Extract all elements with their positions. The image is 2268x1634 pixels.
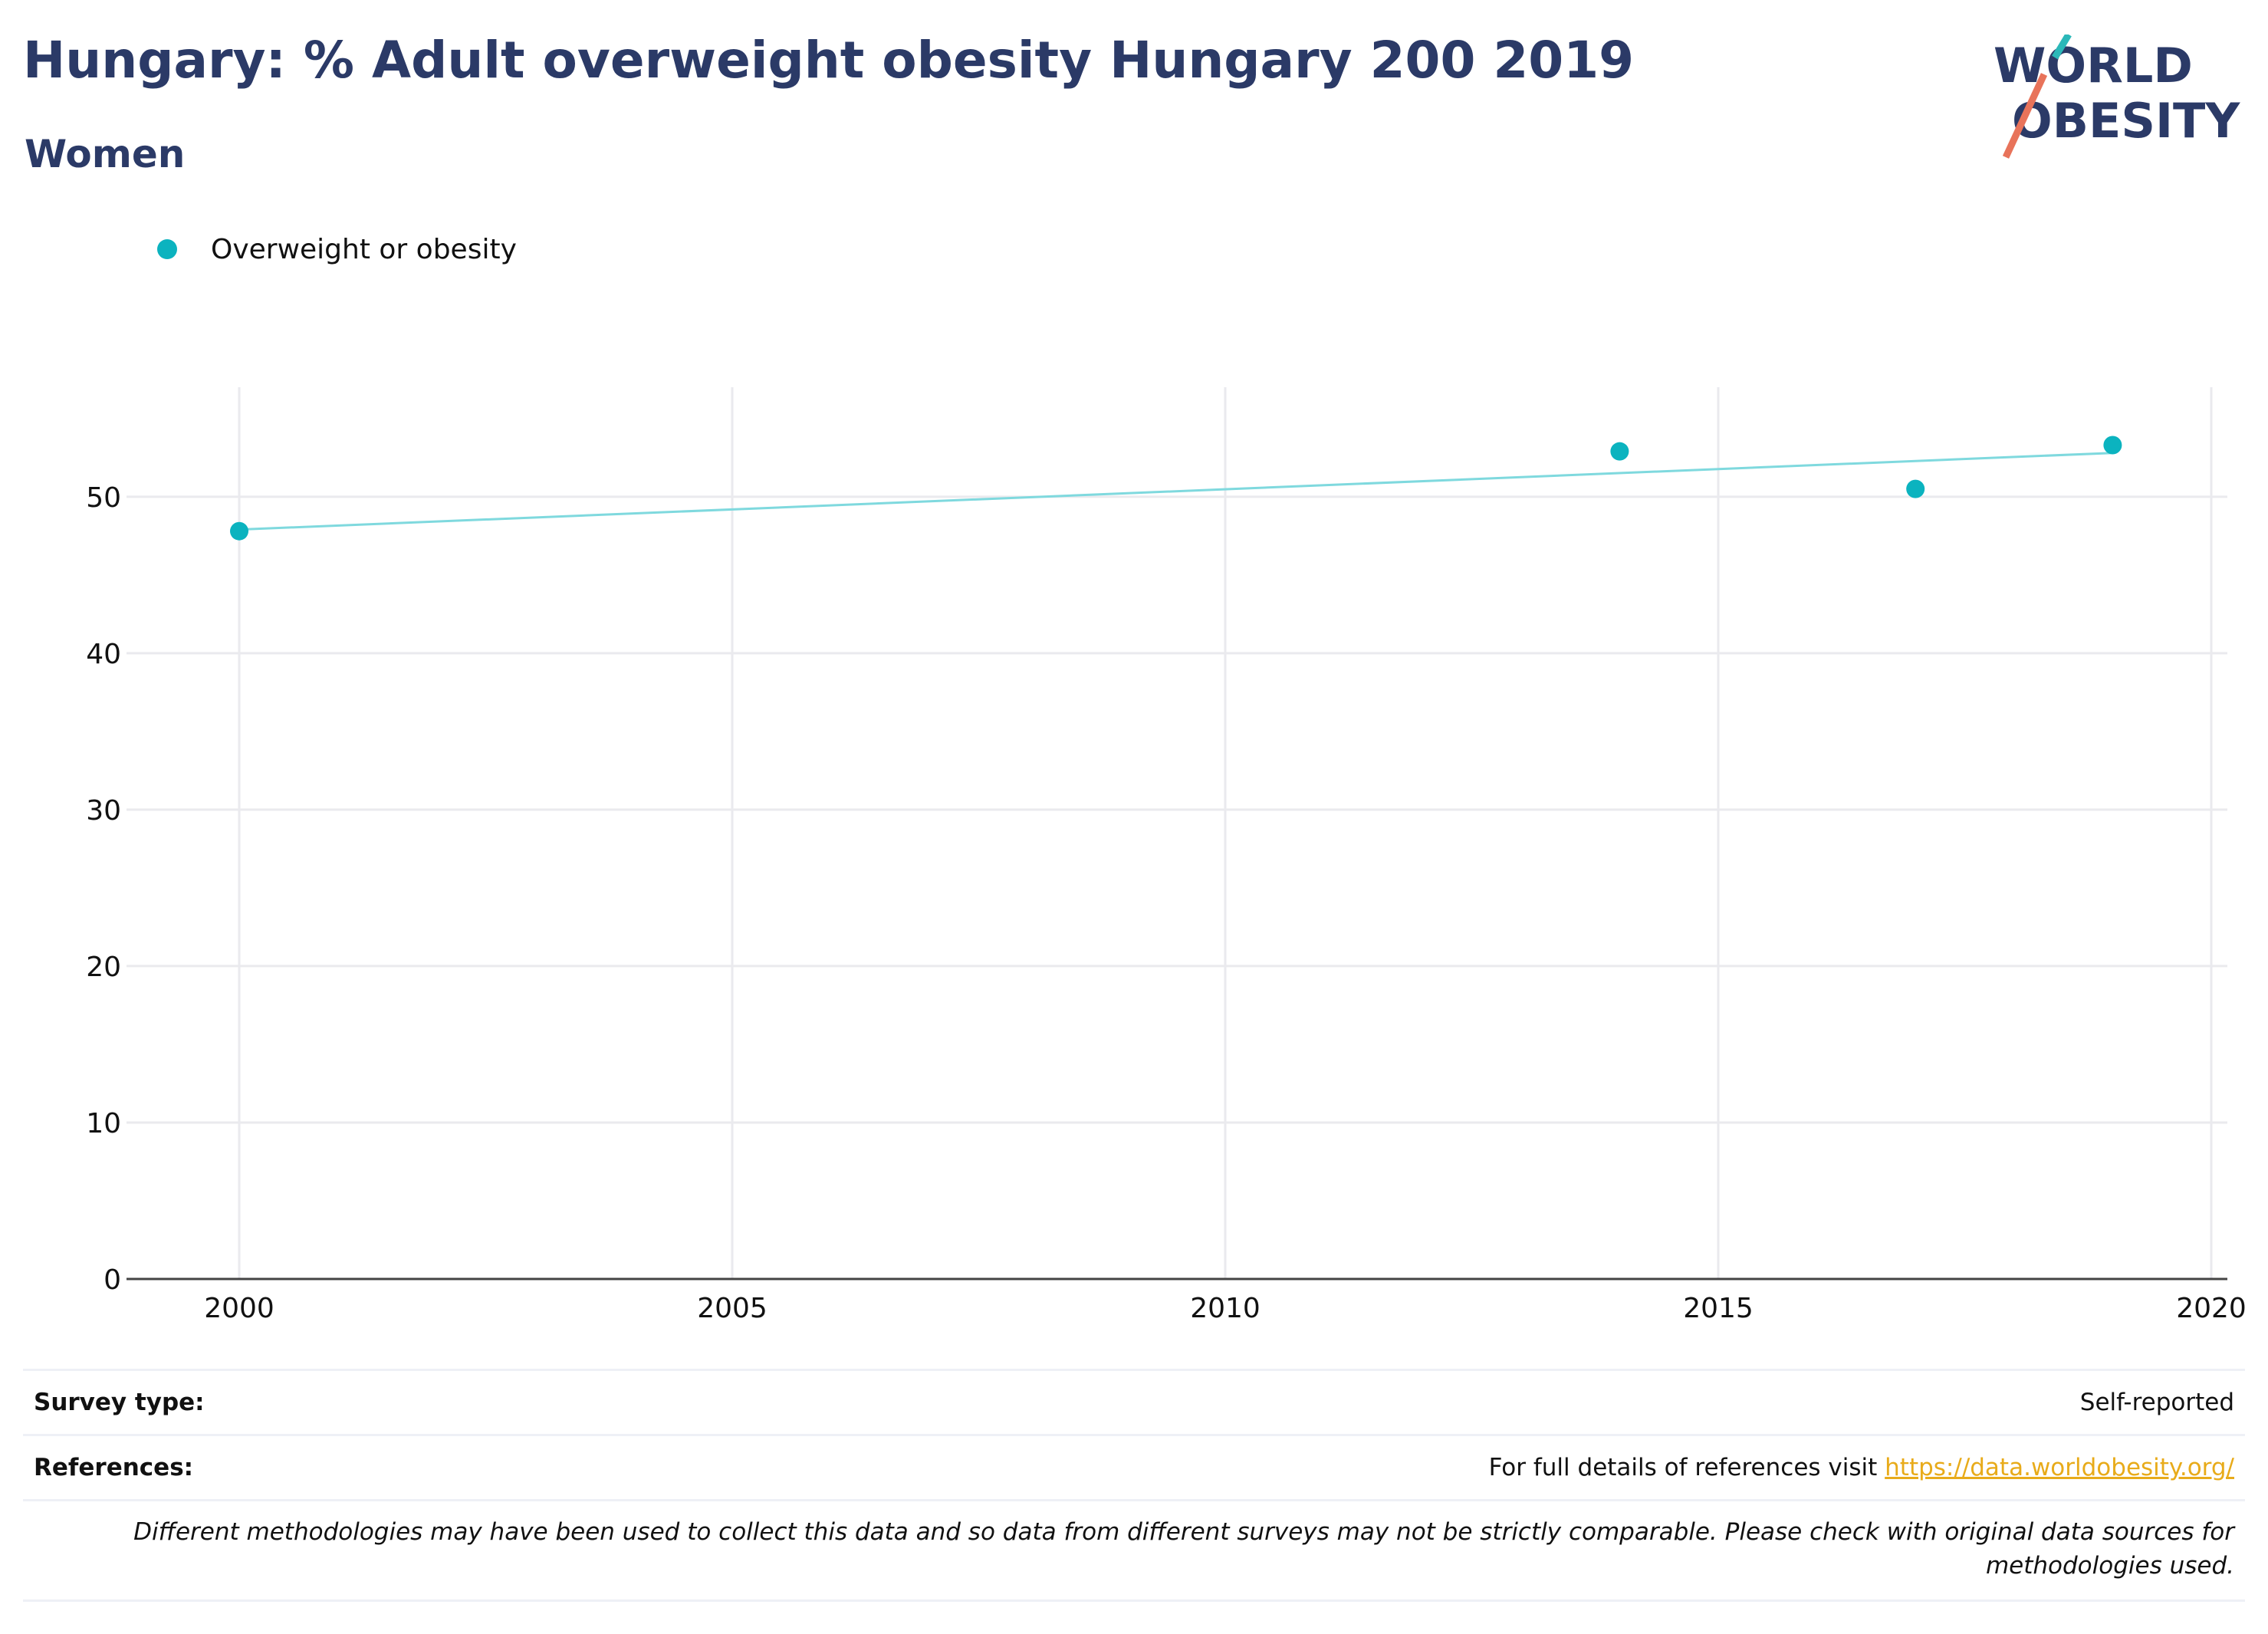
references-label: References:: [34, 1454, 194, 1481]
chart-plot-area: 2000 2005 2010 2015 2020 0 10 20 30 40 50: [86, 387, 2247, 1324]
x-tick-label: 2020: [2176, 1293, 2247, 1324]
chart-legend[interactable]: Overweight or obesity: [157, 230, 517, 268]
survey-type-value: Self-reported: [2079, 1389, 2234, 1416]
data-point: [230, 521, 248, 541]
x-tick-label: 2005: [697, 1293, 768, 1324]
references-row: References: For full details of referenc…: [23, 1434, 2245, 1499]
y-tick-label: 10: [86, 1108, 121, 1139]
y-tick-label: 30: [86, 795, 121, 827]
x-tick-label: 2015: [1683, 1293, 1754, 1324]
survey-type-label: Survey type:: [34, 1389, 205, 1416]
references-text: For full details of references visit: [1488, 1454, 1878, 1481]
y-tick-label: 20: [86, 952, 121, 983]
survey-type-row: Survey type: Self-reported: [23, 1369, 2245, 1434]
x-tick-label: 2010: [1190, 1293, 1261, 1324]
logo-text-world: WORLD: [1994, 38, 2193, 94]
chart-title: Hungary: % Adult overweight obesity Hung…: [23, 31, 1635, 90]
methodology-note: Different methodologies may have been us…: [23, 1499, 2245, 1602]
data-point: [2103, 436, 2122, 455]
chart-subtitle: Women: [25, 132, 186, 176]
y-tick-label: 40: [86, 639, 121, 670]
data-point: [1610, 442, 1629, 461]
y-tick-label: 50: [86, 482, 121, 514]
chart-footer: Survey type: Self-reported References: F…: [23, 1369, 2245, 1602]
y-tick-label: 0: [104, 1264, 121, 1296]
logo-slash-red-icon: [2002, 73, 2048, 159]
world-obesity-logo: WORLD OBESITY: [1994, 35, 2240, 159]
legend-marker-icon: [157, 239, 177, 259]
logo-slash-teal-icon: [2052, 35, 2072, 60]
x-tick-label: 2000: [204, 1293, 274, 1324]
logo-text-obesity: OBESITY: [2012, 93, 2240, 149]
data-point: [1906, 479, 1925, 498]
references-link[interactable]: https://data.worldobesity.org/: [1885, 1454, 2234, 1481]
references-value: For full details of references visit htt…: [1489, 1454, 2234, 1481]
trend-line: [238, 452, 2113, 531]
legend-label: Overweight or obesity: [211, 233, 517, 265]
